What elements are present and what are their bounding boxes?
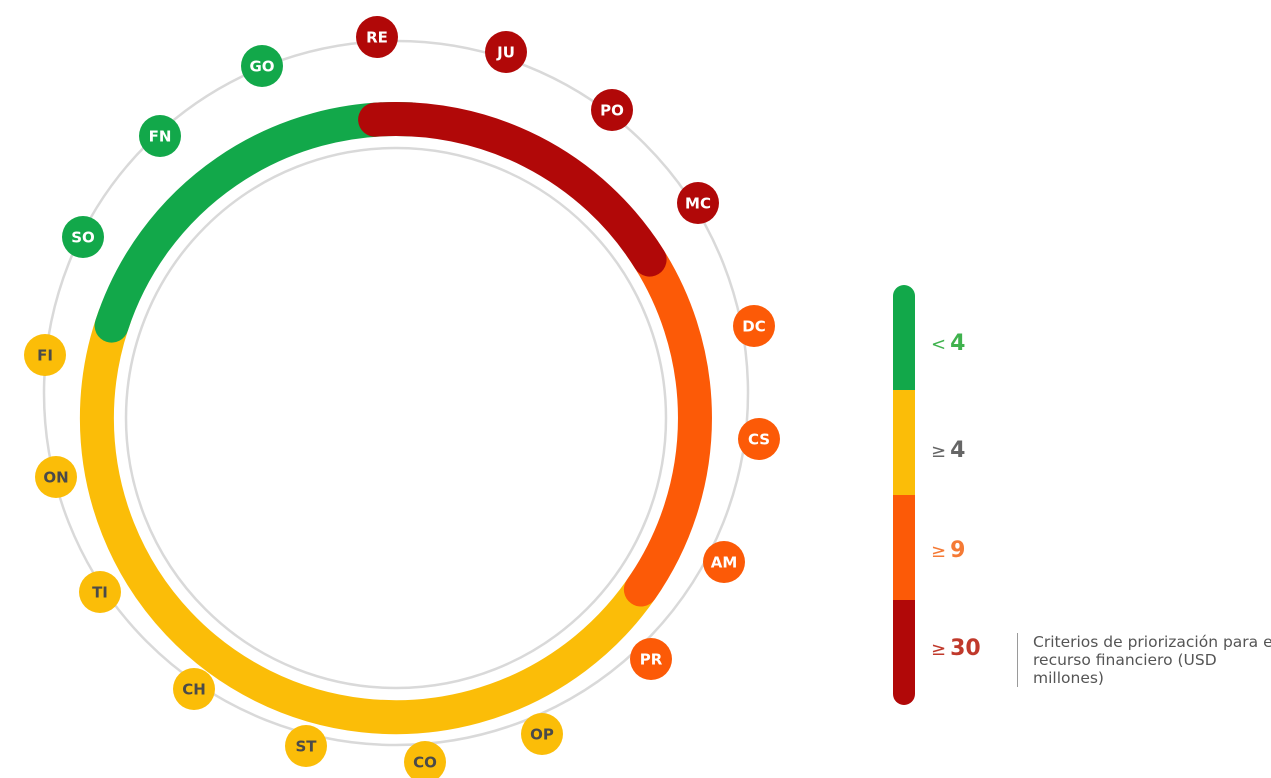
- node-so: SO: [62, 216, 104, 258]
- node-label: OP: [530, 726, 554, 744]
- node-ti: TI: [79, 571, 121, 613]
- legend-symbol: <: [931, 334, 946, 355]
- node-am: AM: [703, 541, 745, 583]
- node-label: PO: [600, 102, 624, 120]
- legend-segment-medium: [893, 390, 915, 495]
- legend-color-scale: [893, 285, 915, 705]
- legend-label-low: <4: [931, 331, 965, 356]
- node-go: GO: [241, 45, 283, 87]
- node-fi: FI: [24, 334, 66, 376]
- node-po: PO: [591, 89, 633, 131]
- legend: <4 ≥4 ≥9 ≥30 Criterios de priorización p…: [893, 285, 1271, 715]
- legend-label-medium: ≥4: [931, 438, 965, 463]
- node-label: ON: [43, 469, 68, 487]
- legend-value: 4: [950, 331, 965, 356]
- node-re: RE: [356, 16, 398, 58]
- legend-segment-low: [893, 285, 915, 390]
- tier-arcs: [97, 119, 695, 717]
- node-mc: MC: [677, 182, 719, 224]
- node-pr: PR: [630, 638, 672, 680]
- node-label: TI: [92, 584, 108, 602]
- node-label: RE: [366, 29, 388, 47]
- node-label: SO: [71, 229, 95, 247]
- node-label: CS: [748, 431, 770, 449]
- node-label: CH: [182, 681, 206, 699]
- legend-symbol: ≥: [931, 541, 946, 562]
- node-ch: CH: [173, 668, 215, 710]
- node-label: DC: [742, 318, 765, 336]
- node-label: AM: [711, 554, 738, 572]
- node-label: FI: [37, 347, 53, 365]
- legend-symbol: ≥: [931, 441, 946, 462]
- legend-value: 9: [950, 538, 965, 563]
- node-co: CO: [404, 741, 446, 778]
- node-op: OP: [521, 713, 563, 755]
- node-label: PR: [640, 651, 663, 669]
- node-dc: DC: [733, 305, 775, 347]
- node-label: CO: [413, 754, 437, 772]
- node-cs: CS: [738, 418, 780, 460]
- arc-high: [641, 247, 695, 590]
- arc-very-high: [375, 119, 649, 260]
- node-ju: JU: [485, 31, 527, 73]
- node-label: MC: [685, 195, 711, 213]
- arc-medium: [97, 316, 647, 717]
- legend-segment-very-high: [893, 600, 915, 705]
- node-label: ST: [295, 738, 317, 756]
- inner-guide-ring: [126, 148, 666, 688]
- legend-label-high: ≥9: [931, 538, 965, 563]
- node-label: FN: [149, 128, 172, 146]
- legend-symbol: ≥: [931, 639, 946, 660]
- node-fn: FN: [139, 115, 181, 157]
- node-st: ST: [285, 725, 327, 767]
- node-label: JU: [496, 44, 515, 62]
- node-on: ON: [35, 456, 77, 498]
- legend-value: 4: [950, 438, 965, 463]
- legend-note: Criterios de priorización para el recurs…: [1017, 633, 1271, 687]
- legend-label-very-high: ≥30: [931, 636, 981, 661]
- node-label: GO: [249, 58, 274, 76]
- legend-value: 30: [950, 636, 981, 661]
- legend-segment-high: [893, 495, 915, 600]
